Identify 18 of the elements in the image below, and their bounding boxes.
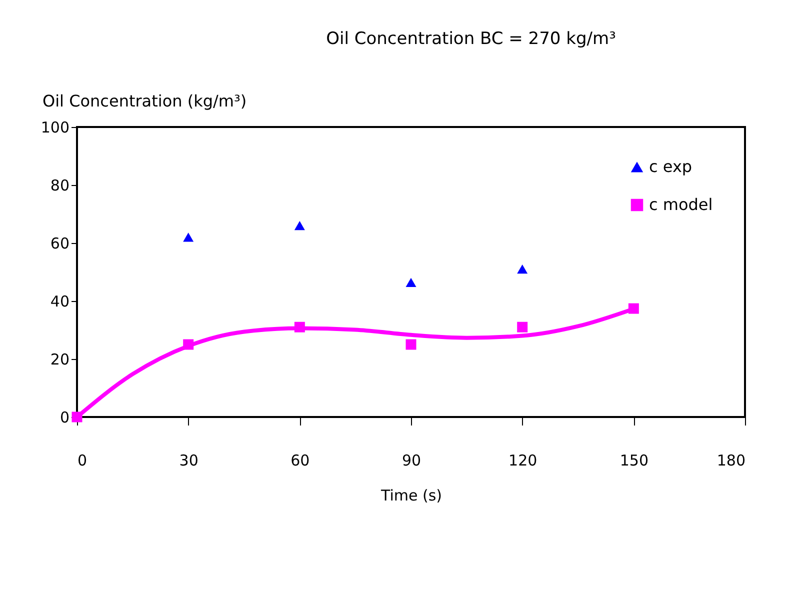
x-tick-label: 60 <box>290 452 310 470</box>
y-tick-label: 100 <box>40 118 70 136</box>
x-tick-label: 0 <box>78 452 88 470</box>
y-tick-label: 80 <box>50 176 70 194</box>
chart-title: Oil Concentration BC = 270 kg/m³ <box>326 29 616 49</box>
y-tick-label: 20 <box>50 350 70 368</box>
x-tick-label: 150 <box>620 452 648 470</box>
x-axis-title: Time (s) <box>380 486 442 504</box>
legend-label: c model <box>649 195 713 214</box>
x-tick-label: 90 <box>402 452 422 470</box>
x-tick-label: 180 <box>716 452 746 470</box>
y-axis-title: Oil Concentration (kg/m³) <box>42 92 247 110</box>
x-tick-label: 120 <box>508 452 538 470</box>
y-tick-label: 40 <box>50 292 70 310</box>
y-tick-label: 0 <box>60 408 70 426</box>
y-tick-label: 60 <box>50 234 70 252</box>
legend-label: c exp <box>649 157 692 176</box>
x-tick-label: 30 <box>179 452 198 470</box>
